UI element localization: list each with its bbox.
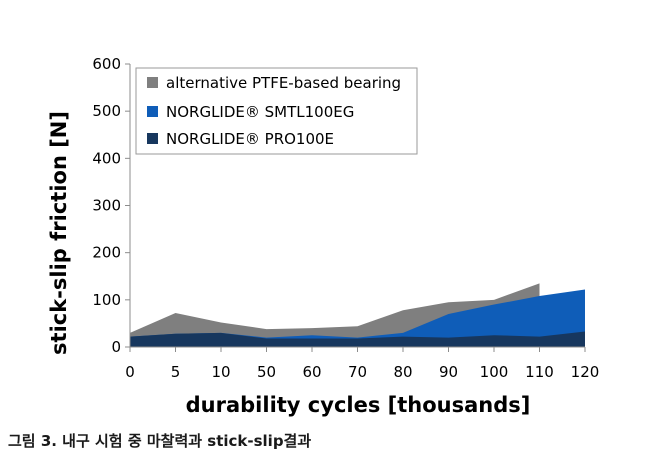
y-tick-label: 400 <box>92 149 121 167</box>
y-tick-label: 100 <box>92 291 121 309</box>
x-tick-label: 5 <box>171 363 181 381</box>
area-series-2 <box>130 331 585 347</box>
legend-swatch-smtl100eg <box>147 106 158 117</box>
legend-box <box>135 67 418 155</box>
x-tick-label: 90 <box>439 363 458 381</box>
x-tick-label: 50 <box>257 363 276 381</box>
legend: alternative PTFE-based bearing NORGLIDE®… <box>135 67 418 155</box>
legend-label-smtl100eg: NORGLIDE® SMTL100EG <box>166 103 354 121</box>
x-tick-label: 110 <box>525 363 554 381</box>
y-tick-label: 0 <box>111 338 121 356</box>
y-tick-label: 300 <box>92 197 121 215</box>
y-axis-title: stick-slip friction [N] <box>47 111 71 355</box>
y-axis: 0 100 200 300 400 500 600 <box>92 55 130 356</box>
x-axis: 0 5 10 50 60 70 80 90 100 110 120 <box>125 347 599 381</box>
x-tick-label: 80 <box>393 363 412 381</box>
x-tick-label: 10 <box>211 363 230 381</box>
legend-swatch-ptfe <box>147 77 158 88</box>
legend-label-pro100e: NORGLIDE® PRO100E <box>166 130 334 148</box>
legend-swatch-pro100e <box>147 133 158 144</box>
x-tick-label: 70 <box>348 363 367 381</box>
x-axis-title: durability cycles [thousands] <box>186 393 531 417</box>
x-tick-label: 120 <box>571 363 600 381</box>
y-tick-label: 200 <box>92 244 121 262</box>
area-series-1 <box>130 289 585 347</box>
y-tick-label: 500 <box>92 102 121 120</box>
y-tick-label: 600 <box>92 55 121 73</box>
x-tick-label: 100 <box>480 363 509 381</box>
legend-label-ptfe: alternative PTFE-based bearing <box>166 74 401 92</box>
x-tick-label: 0 <box>125 363 135 381</box>
x-tick-label: 60 <box>302 363 321 381</box>
figure-caption: 그림 3. 내구 시험 중 마찰력과 stick-slip결과 <box>8 432 311 450</box>
